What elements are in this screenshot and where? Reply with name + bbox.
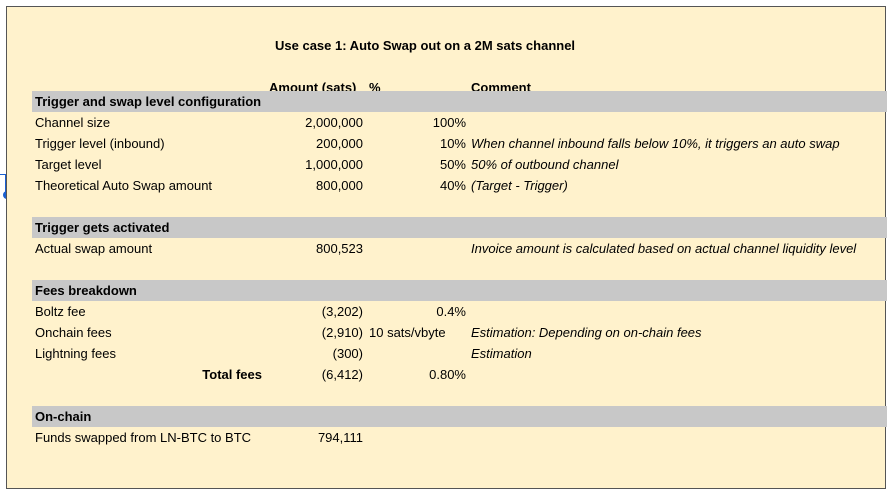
row-label: Actual swap amount [35,241,153,256]
table-row: Theoretical Auto Swap amount 800,000 40%… [7,175,887,196]
row-amount: 794,111 [317,430,363,445]
row-comment: Invoice amount is calculated based on ac… [471,241,857,256]
table-row: Funds swapped from LN-BTC to BTC 794,111 [7,427,887,448]
row-comment: When channel inbound falls below 10%, it… [471,136,840,151]
row-label: Boltz fee [35,304,86,319]
row-label: Theoretical Auto Swap amount [35,178,213,193]
section-band [32,217,887,238]
row-percent: 10 sats/vbyte [369,325,446,340]
row-comment: Estimation [471,346,532,361]
total-row: Total fees (6,412) 0.80% [7,364,887,385]
section-header-trigger-activated: Trigger gets activated [7,217,887,238]
sheet-title: Use case 1: Auto Swap out on a 2M sats c… [275,38,576,53]
table-row: Target level 1,000,000 50% 50% of outbou… [7,154,887,175]
section-header-onchain: On-chain [7,406,887,427]
table-row: Channel size 2,000,000 100% [7,112,887,133]
section-label: On-chain [35,409,92,424]
total-amount: (6,412) [321,367,363,382]
table-row: Lightning fees (300) Estimation [7,343,887,364]
column-header-percent: % [369,80,381,95]
table-row: Actual swap amount 800,523 Invoice amoun… [7,238,887,259]
row-amount: 1,000,000 [305,157,363,172]
table-row: Onchain fees (2,910) 10 sats/vbyte Estim… [7,322,887,343]
row-label: Lightning fees [35,346,116,361]
row-label: Trigger level (inbound) [35,136,165,151]
section-label: Fees breakdown [35,283,137,298]
row-amount: 800,523 [316,241,363,256]
selection-connector [0,174,6,194]
section-band [32,280,887,301]
row-amount: (2,910) [321,325,363,340]
row-amount: (3,202) [321,304,363,319]
section-label: Trigger gets activated [35,220,170,235]
row-amount: (300) [332,346,363,361]
total-percent: 0.80% [429,367,466,382]
row-label: Onchain fees [35,325,112,340]
row-comment: Estimation: Depending on on-chain fees [471,325,702,340]
spreadsheet-sheet: Use case 1: Auto Swap out on a 2M sats c… [6,6,887,489]
row-percent: 40% [439,178,466,193]
row-percent: 10% [439,136,466,151]
section-band [32,406,887,427]
section-band [32,91,887,112]
row-amount: 2,000,000 [305,115,363,130]
row-percent: 50% [439,157,466,172]
row-percent: 0.4% [436,304,466,319]
section-label: Trigger and swap level configuration [35,94,262,109]
row-comment: 50% of outbound channel [471,157,619,172]
section-header-fees: Fees breakdown [7,280,887,301]
section-header-trigger-config: Trigger and swap level configuration [7,91,887,112]
table-row: Boltz fee (3,202) 0.4% [7,301,887,322]
total-label: Total fees [202,367,262,382]
row-percent: 100% [432,115,466,130]
row-label: Funds swapped from LN-BTC to BTC [35,430,252,445]
row-label: Target level [35,157,102,172]
row-comment: (Target - Trigger) [471,178,568,193]
row-amount: 200,000 [316,136,363,151]
row-amount: 800,000 [316,178,363,193]
row-label: Channel size [35,115,111,130]
table-row: Trigger level (inbound) 200,000 10% When… [7,133,887,154]
